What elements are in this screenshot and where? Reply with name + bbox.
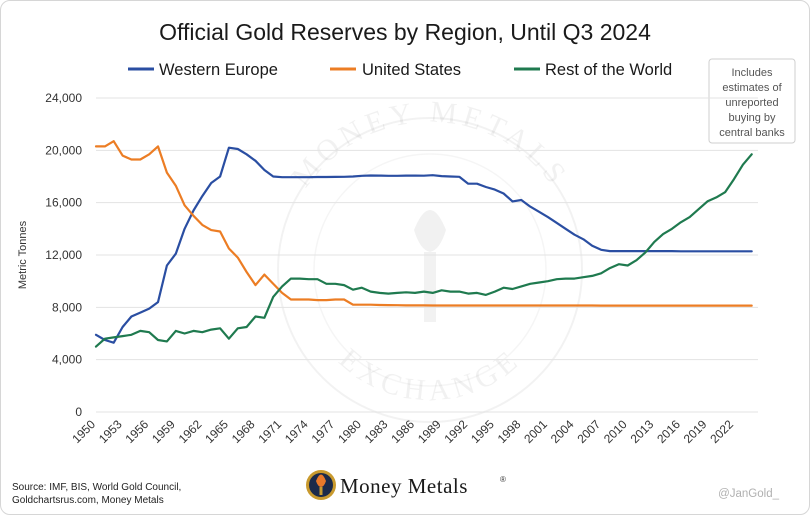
legend-label-western-europe: Western Europe [159,61,278,79]
x-tick-label: 1959 [149,417,178,446]
svg-text:EXCHANGE: EXCHANGE [333,342,527,408]
x-tick-label: 1980 [335,417,364,446]
watermark-top-text: MONEY METALS [285,95,570,193]
x-tick-label: 2007 [574,417,603,446]
legend-item-rest-of-world: Rest of the World [514,61,672,79]
y-tick-label: 4,000 [52,353,82,367]
x-tick-label: 1995 [468,417,497,446]
x-tick-label: 2022 [707,417,736,446]
y-tick-label: 16,000 [45,196,82,210]
y-tick-label: 0 [75,405,82,419]
source-line: Source: IMF, BIS, World Gold Council, [12,482,181,493]
legend-item-western-europe: Western Europe [128,61,278,79]
series-lines [94,140,753,348]
x-tick-label: 1974 [282,417,311,446]
x-tick-label: 2010 [601,417,630,446]
x-tick-label: 1950 [69,417,98,446]
legend: Western Europe United States Rest of the… [128,61,672,79]
x-tick-label: 1953 [96,417,125,446]
x-tick-label: 1977 [309,417,338,446]
y-tick-label: 8,000 [52,300,82,314]
legend-label-united-states: United States [362,61,461,79]
x-tick-label: 2013 [628,417,657,446]
watermark: MONEY METALS EXCHANGE [277,95,583,423]
source-line: Goldchartsrus.com, Money Metals [12,495,164,506]
y-tick-label: 24,000 [45,91,82,105]
brand-logo: Money Metals ® [306,470,506,500]
x-tick-label: 1965 [202,417,231,446]
brand-name: Money Metals [340,474,468,498]
y-axis-ticks: 0 4,000 8,000 12,000 16,000 20,000 24,000 [45,91,82,419]
registered-mark: ® [500,475,506,484]
y-axis-title: Metric Tonnes [17,220,29,289]
gridlines [96,97,758,413]
y-tick-label: 12,000 [45,248,82,262]
series-line-western-europe [94,146,753,344]
note-line: central banks [719,127,785,139]
x-tick-label: 1956 [123,417,152,446]
x-tick-label: 1968 [229,417,258,446]
watermark-bottom-text: EXCHANGE [333,342,522,408]
x-tick-label: 1971 [255,417,284,446]
note-line: buying by [728,112,776,124]
chart-title: Official Gold Reserves by Region, Until … [159,19,651,45]
source-note: Source: IMF, BIS, World Gold Council, Go… [12,482,181,506]
x-tick-label: 1983 [362,417,391,446]
note-line: unreported [725,97,778,109]
x-tick-label: 2019 [681,417,710,446]
x-tick-label: 2001 [521,417,550,446]
x-tick-label: 1962 [176,417,205,446]
note-line: estimates of [722,82,782,94]
note-box: Includes estimates of unreported buying … [708,58,796,144]
x-tick-label: 2004 [548,417,577,446]
author-handle: @JanGold_ [718,488,780,500]
legend-item-united-states: United States [330,61,461,79]
y-tick-label: 20,000 [45,143,82,157]
torch-icon [306,470,336,500]
legend-label-rest-of-world: Rest of the World [545,61,672,79]
x-tick-label: 1998 [495,417,524,446]
series-line-rest-of-the-world [94,153,753,348]
x-tick-label: 2016 [654,417,683,446]
note-line: Includes [732,67,773,79]
svg-text:MONEY METALS: MONEY METALS [285,95,575,193]
x-axis-ticks: 1950195319561959196219651968197119741977… [69,417,736,446]
series-line-united-states [94,140,753,307]
